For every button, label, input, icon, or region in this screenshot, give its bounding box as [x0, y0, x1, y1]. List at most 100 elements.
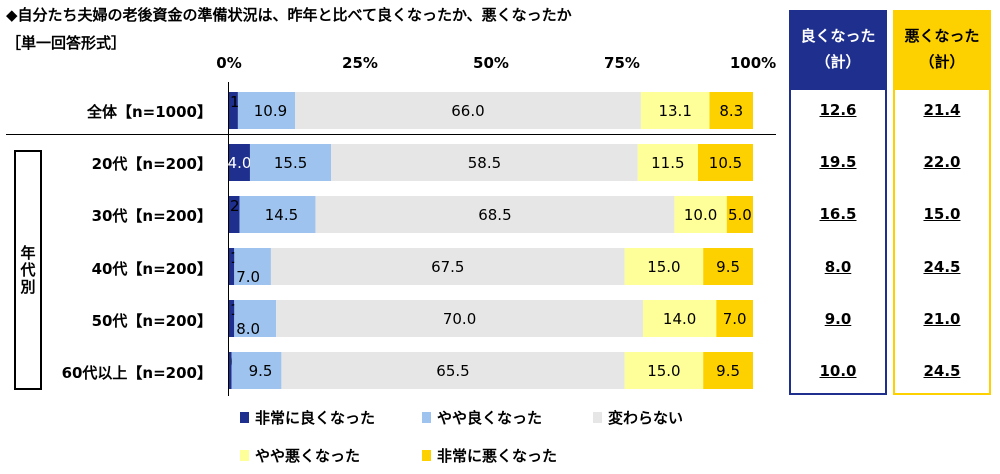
bar-overall-somewhat-good	[237, 92, 296, 129]
label-30s-somewhat-good: 14.5	[265, 206, 298, 224]
age-group-label-text: 年代別	[18, 244, 37, 296]
bar-60s-plus-somewhat-bad	[624, 352, 704, 389]
legend-label-somewhat-bad: やや悪くなった	[255, 447, 361, 465]
bar-30s-very-good	[229, 196, 240, 233]
bar-50s-very-good	[229, 300, 235, 337]
x-tick-50: 50%	[473, 54, 509, 72]
bar-overall-somewhat-bad	[640, 92, 710, 129]
label-30s-very-bad: 5.0	[728, 206, 752, 224]
chart-title: ◆自分たち夫婦の老後資金の準備状況は、昨年と比べて良くなったか、悪くなったか	[6, 6, 572, 24]
bar-50s-somewhat-bad	[642, 300, 717, 337]
y-axis-line	[228, 82, 229, 396]
bad-total-50s: 21.0	[923, 310, 961, 328]
bar-30s-very-bad	[726, 196, 753, 233]
bar-30s-unchanged	[315, 196, 675, 233]
label-overall-unchanged: 66.0	[451, 102, 484, 120]
bar-40s-very-good	[229, 248, 235, 285]
label-overall-very-bad: 8.3	[719, 102, 743, 120]
legend-very-bad: 非常に悪くなった	[422, 445, 557, 466]
bar-overall-unchanged	[295, 92, 641, 129]
overall-divider	[6, 134, 776, 135]
legend-label-unchanged: 変わらない	[608, 409, 684, 427]
row-label-overall: 全体【n=1000】	[87, 103, 212, 121]
label-30s-somewhat-bad: 10.0	[684, 206, 717, 224]
good-total-box	[789, 88, 887, 395]
bar-20s-somewhat-bad	[637, 144, 698, 181]
header-bad-line2: （計）	[919, 53, 965, 71]
good-total-overall: 12.6	[819, 101, 857, 119]
bar-20s-somewhat-good	[249, 144, 332, 181]
bar-60s-plus-somewhat-good	[231, 352, 282, 389]
label-20s-very-bad: 10.5	[709, 154, 742, 172]
label-overall-somewhat-bad: 13.1	[658, 102, 691, 120]
bar-60s-plus-very-good	[229, 352, 232, 389]
chart-subtitle: ［単一回答形式］	[6, 34, 127, 52]
header-good-line1: 良くなった	[800, 27, 876, 45]
label-20s-somewhat-good: 15.5	[274, 154, 307, 172]
bar-20s-very-bad	[697, 144, 753, 181]
good-total-60s-plus: 10.0	[819, 362, 857, 380]
bar-30s-somewhat-bad	[674, 196, 727, 233]
label-60s-plus-somewhat-good: 9.5	[249, 362, 273, 380]
row-label-30s: 30代【n=200】	[91, 207, 212, 225]
bar-50s-very-bad	[716, 300, 753, 337]
legend-label-very-good: 非常に良くなった	[255, 409, 376, 427]
legend-label-somewhat-good: やや良くなった	[437, 409, 543, 427]
legend-swatch-unchanged	[593, 412, 602, 423]
bar-30s-somewhat-good	[239, 196, 316, 233]
bar-40s-unchanged	[270, 248, 625, 285]
label-60s-plus-somewhat-bad: 15.0	[647, 362, 680, 380]
legend-very-good: 非常に良くなった	[240, 407, 375, 428]
x-tick-75: 75%	[604, 54, 640, 72]
bad-total-overall: 21.4	[923, 101, 961, 119]
bar-20s-very-good	[229, 144, 250, 181]
row-label-40s: 40代【n=200】	[91, 260, 212, 278]
bad-total-60s-plus: 24.5	[923, 362, 961, 380]
bar-overall-very-bad	[709, 92, 753, 129]
label-60s-plus-very-bad: 9.5	[716, 362, 740, 380]
header-good-total: 良くなった （計）	[789, 10, 887, 88]
bar-50s-somewhat-good	[234, 300, 277, 337]
label-60s-plus-unchanged: 65.5	[436, 362, 469, 380]
bar-40s-somewhat-bad	[624, 248, 704, 285]
legend-somewhat-good: やや良くなった	[422, 407, 542, 428]
legend-swatch-very-bad	[422, 450, 431, 461]
label-50s-unchanged: 70.0	[443, 310, 476, 328]
x-tick-100: 100%	[729, 54, 777, 72]
good-total-40s: 8.0	[824, 258, 852, 276]
label-20s-somewhat-bad: 11.5	[651, 154, 684, 172]
bar-50s-unchanged	[276, 300, 643, 337]
bad-total-box	[893, 88, 991, 395]
bad-total-40s: 24.5	[923, 258, 961, 276]
label-40s-unchanged: 67.5	[431, 258, 464, 276]
legend-swatch-somewhat-good	[422, 412, 431, 423]
good-total-50s: 9.0	[824, 310, 852, 328]
bar-40s-somewhat-good	[234, 248, 271, 285]
bad-total-20s: 22.0	[923, 153, 961, 171]
label-50s-very-bad: 7.0	[723, 310, 747, 328]
legend-swatch-very-good	[240, 412, 249, 423]
label-20s-unchanged: 58.5	[468, 154, 501, 172]
bar-60s-plus-very-bad	[703, 352, 753, 389]
bar-20s-unchanged	[331, 144, 638, 181]
bad-total-30s: 15.0	[923, 205, 961, 223]
header-good-line2: （計）	[815, 53, 861, 71]
label-overall-somewhat-good: 10.9	[254, 102, 287, 120]
x-tick-0: 0%	[216, 54, 242, 72]
label-50s-somewhat-bad: 14.0	[663, 310, 696, 328]
legend-swatch-somewhat-bad	[240, 450, 249, 461]
legend-somewhat-bad: やや悪くなった	[240, 445, 360, 466]
bar-overall-very-good	[229, 92, 238, 129]
row-label-50s: 50代【n=200】	[91, 312, 212, 330]
row-label-20s: 20代【n=200】	[91, 155, 212, 173]
x-tick-25: 25%	[342, 54, 378, 72]
bar-40s-very-bad	[703, 248, 753, 285]
good-total-30s: 16.5	[819, 205, 857, 223]
label-40s-very-bad: 9.5	[716, 258, 740, 276]
label-50s-somewhat-good: 8.0	[236, 320, 260, 338]
row-label-60s-plus: 60代以上【n=200】	[61, 364, 212, 382]
label-30s-unchanged: 68.5	[478, 206, 511, 224]
good-total-20s: 19.5	[819, 153, 857, 171]
age-group-label: 年代別	[14, 150, 42, 390]
